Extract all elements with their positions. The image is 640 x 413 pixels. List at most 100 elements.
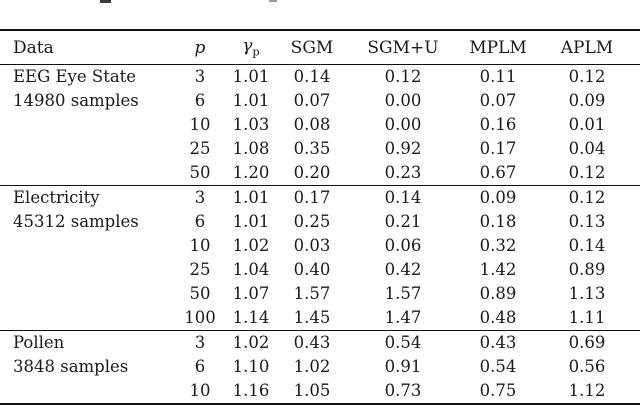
table-row: 10 1.16 1.05 0.73 0.75 1.12 xyxy=(0,379,640,404)
table-row: 6 1.01 0.07 0.00 0.07 0.09 xyxy=(0,89,640,113)
cell-aplm: 0.12 xyxy=(568,163,606,182)
cell-p: 6 xyxy=(194,357,206,376)
cell-gamma: 1.20 xyxy=(232,163,270,182)
dataset-group-eeg-eye-state: EEG Eye State 14980 samples 3 1.01 0.14 0.12 0… xyxy=(0,65,640,186)
column-header-mplm: MPLM xyxy=(462,30,534,65)
cell-mplm: 0.32 xyxy=(479,236,517,255)
cell-sgm: 1.57 xyxy=(293,284,331,303)
cell-gamma: 1.03 xyxy=(232,115,270,134)
cell-gamma: 1.07 xyxy=(232,284,270,303)
column-header-label: Data xyxy=(13,37,54,58)
cell-sgm: 0.07 xyxy=(293,91,331,110)
cell-gamma: 1.02 xyxy=(232,333,270,352)
cell-mplm: 0.75 xyxy=(479,381,517,400)
column-header-p: p xyxy=(178,30,222,65)
column-header-label: SGM xyxy=(290,37,334,58)
cell-sgmu: 0.00 xyxy=(384,115,422,134)
dataset-sample-count: 3848 samples xyxy=(13,357,129,376)
dataset-label-cell: Electricity 45312 samples xyxy=(0,186,178,331)
cell-sgmu: 0.92 xyxy=(384,139,422,158)
column-header-sgmu: SGM+U xyxy=(344,30,462,65)
cell-mplm: 0.43 xyxy=(479,333,517,352)
cell-mplm: 0.48 xyxy=(479,308,517,327)
cell-aplm: 1.12 xyxy=(568,381,606,400)
table-row: Pollen 3848 samples 3 1.02 0.43 0.54 0.43 0.69 xyxy=(0,331,640,376)
cell-aplm: 1.13 xyxy=(568,284,606,303)
cell-mplm: 0.07 xyxy=(479,91,517,110)
column-header-data: Data xyxy=(0,30,178,65)
table-row: 50 1.07 1.57 1.57 0.89 1.13 xyxy=(0,282,640,306)
cell-sgm: 0.03 xyxy=(293,236,331,255)
cell-gamma: 1.16 xyxy=(232,381,270,400)
cell-sgm: 0.14 xyxy=(293,67,331,86)
cell-sgmu: 1.47 xyxy=(384,308,422,327)
cell-sgm: 0.25 xyxy=(293,212,331,231)
column-header-sgm: SGM xyxy=(280,30,344,65)
table-row: 6 1.10 1.02 0.91 0.54 0.56 xyxy=(0,355,640,379)
cell-sgm: 0.08 xyxy=(293,115,331,134)
table-row: 25 1.04 0.40 0.42 1.42 0.89 xyxy=(0,258,640,282)
cell-p: 50 xyxy=(189,163,211,182)
cell-sgmu: 1.57 xyxy=(384,284,422,303)
cell-aplm: 0.14 xyxy=(568,236,606,255)
table-row: Electricity 45312 samples 3 1.01 0.17 0.14 0.0… xyxy=(0,186,640,231)
cell-gamma: 1.01 xyxy=(232,212,270,231)
column-header-label: MPLM xyxy=(469,37,527,58)
cell-sgm: 1.45 xyxy=(293,308,331,327)
dataset-name: Pollen xyxy=(13,333,65,352)
cell-sgmu: 0.73 xyxy=(384,381,422,400)
cell-mplm: 0.11 xyxy=(479,67,517,86)
cell-p: 10 xyxy=(189,381,211,400)
table-row: 50 1.20 0.20 0.23 0.67 0.12 xyxy=(0,161,640,186)
cell-sgm: 0.43 xyxy=(293,333,331,352)
table-row: 100 1.14 1.45 1.47 0.48 1.11 xyxy=(0,306,640,331)
cell-sgmu: 0.42 xyxy=(384,260,422,279)
table-row: 6 1.01 0.25 0.21 0.18 0.13 xyxy=(0,210,640,234)
column-header-aplm: APLM xyxy=(534,30,640,65)
cell-p: 10 xyxy=(189,236,211,255)
cell-sgmu: 0.54 xyxy=(384,333,422,352)
cell-p: 25 xyxy=(189,139,211,158)
cell-gamma: 1.01 xyxy=(232,188,270,207)
cell-p: 3 xyxy=(194,67,206,86)
cell-mplm: 0.17 xyxy=(479,139,517,158)
table-row: EEG Eye State 14980 samples 3 1.01 0.14 0.12 0… xyxy=(0,65,640,110)
cell-mplm: 0.54 xyxy=(479,357,517,376)
cell-gamma: 1.01 xyxy=(232,67,270,86)
cell-sgmu: 0.21 xyxy=(384,212,422,231)
table-row: 10 1.02 0.03 0.06 0.32 0.14 xyxy=(0,234,640,258)
dataset-label-cell: Pollen 3848 samples xyxy=(0,331,178,405)
cell-aplm: 0.09 xyxy=(568,91,606,110)
dataset-sample-count: 45312 samples xyxy=(13,212,139,231)
cell-gamma: 1.14 xyxy=(232,308,270,327)
cell-aplm: 0.01 xyxy=(568,115,606,134)
cell-sgm: 0.17 xyxy=(293,188,331,207)
cell-sgm: 1.02 xyxy=(293,357,331,376)
cell-gamma: 1.02 xyxy=(232,236,270,255)
cell-gamma: 1.04 xyxy=(232,260,270,279)
cell-sgm: 1.05 xyxy=(293,381,331,400)
cell-aplm: 0.56 xyxy=(568,357,606,376)
cell-p: 3 xyxy=(194,188,206,207)
cell-p: 50 xyxy=(189,284,211,303)
column-header-label: γ xyxy=(242,36,253,57)
cell-mplm: 0.67 xyxy=(479,163,517,182)
cropped-caption-fragment xyxy=(100,0,111,3)
cell-sgmu: 0.23 xyxy=(384,163,422,182)
cell-p: 6 xyxy=(194,91,206,110)
results-table: Data p γp SGM SGM+U MPLM APLM EEG Eye State 149… xyxy=(0,29,640,405)
cell-aplm: 0.12 xyxy=(568,67,606,86)
cell-sgmu: 0.12 xyxy=(384,67,422,86)
cell-mplm: 0.89 xyxy=(479,284,517,303)
cell-mplm: 1.42 xyxy=(479,260,517,279)
table-row: 25 1.08 0.35 0.92 0.17 0.04 xyxy=(0,137,640,161)
table-header: Data p γp SGM SGM+U MPLM APLM xyxy=(0,30,640,65)
cell-sgmu: 0.91 xyxy=(384,357,422,376)
column-header-label: p xyxy=(194,37,206,58)
dataset-sample-count: 14980 samples xyxy=(13,91,139,110)
cell-sgmu: 0.06 xyxy=(384,236,422,255)
column-header-subscript: p xyxy=(252,44,260,59)
cell-p: 3 xyxy=(194,333,206,352)
column-header-gamma: γp xyxy=(222,30,280,65)
column-header-label: SGM+U xyxy=(367,37,439,58)
